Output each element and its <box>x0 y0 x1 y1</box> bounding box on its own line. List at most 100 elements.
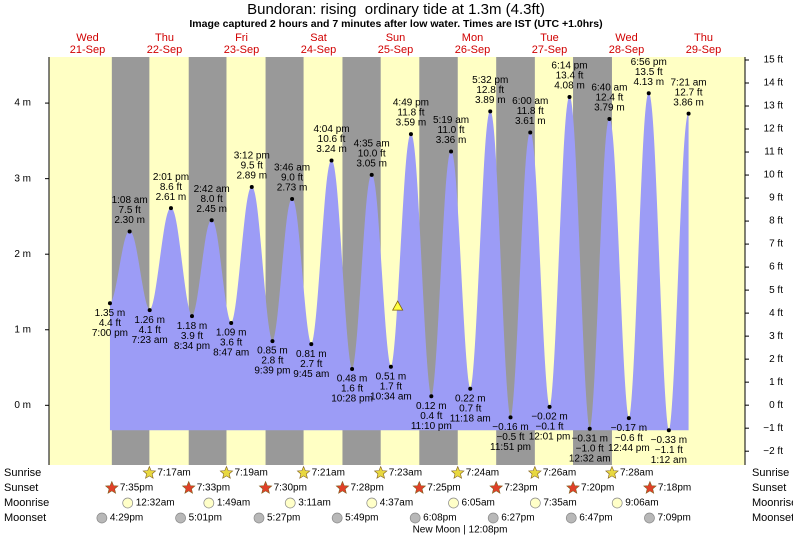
tide-point <box>309 342 314 347</box>
tide-point <box>107 301 112 306</box>
moon-icon <box>96 512 108 524</box>
tide-point <box>290 197 295 202</box>
day-date: 27-Sep <box>532 44 567 56</box>
tide-feet: 10.6 ft <box>318 134 346 145</box>
tide-time: 10:28 pm <box>331 394 373 405</box>
tide-point <box>168 206 173 211</box>
moon-icon <box>487 512 499 524</box>
row-time: 7:28am <box>620 468 653 479</box>
day-date: 26-Sep <box>455 44 490 56</box>
tide-point <box>408 132 413 137</box>
tide-feet: 8.6 ft <box>160 182 182 193</box>
tide-height: 0.22 m <box>455 393 486 404</box>
row-time: 3:11am <box>298 498 331 509</box>
tide-height: 3.89 m <box>475 95 506 106</box>
tide-time: 12:32 am <box>569 453 611 464</box>
y2-tick-label: 8 ft <box>769 216 783 227</box>
sun-icon <box>642 480 657 494</box>
tide-height: 3.36 m <box>436 135 467 146</box>
tide-feet: 3.9 ft <box>181 331 203 342</box>
y2-tick-label: 14 ft <box>764 78 784 89</box>
tide-feet: 3.6 ft <box>220 338 242 349</box>
sun-icon <box>104 480 119 494</box>
tide-point <box>189 314 194 319</box>
tide-time: 9:39 pm <box>254 366 290 377</box>
tide-point <box>587 426 592 431</box>
row-time: 5:27pm <box>267 513 300 524</box>
tide-height: −0.17 m <box>611 423 647 434</box>
sun-icon <box>335 480 350 494</box>
y-tick-label: 3 m <box>14 173 31 184</box>
moon-icon <box>284 497 296 509</box>
tide-height: −0.31 m <box>572 433 608 444</box>
sun-icon <box>450 465 465 479</box>
tide-time: 2:01 pm <box>153 172 189 183</box>
tide-time: 1:08 am <box>112 195 148 206</box>
sun-icon <box>219 465 234 479</box>
moon-icon <box>203 497 215 509</box>
day-date: 28-Sep <box>609 44 644 56</box>
moon-icon <box>529 497 541 509</box>
tide-height: 3.61 m <box>515 116 546 127</box>
tide-point <box>646 91 651 96</box>
row-time: 6:05am <box>462 498 495 509</box>
tide-point <box>626 416 631 421</box>
tide-point <box>270 339 275 344</box>
tide-time: 9:45 am <box>293 369 329 380</box>
y2-tick-label: 3 ft <box>769 331 783 342</box>
day-name: Tue <box>540 32 559 44</box>
moon-phase: New Moon | 12:08pm <box>413 525 508 536</box>
tide-height: −0.33 m <box>651 435 687 446</box>
sun-icon <box>527 465 542 479</box>
tide-time: 8:47 am <box>213 348 249 359</box>
tide-point <box>127 229 132 234</box>
tide-point <box>249 184 254 189</box>
tide-height: 3.86 m <box>673 97 704 108</box>
day-date: 23-Sep <box>224 44 259 56</box>
row-time: 6:08pm <box>423 513 456 524</box>
tide-time: 7:00 pm <box>92 328 128 339</box>
tide-height: 2.89 m <box>236 171 267 182</box>
y2-tick-label: 2 ft <box>769 354 783 365</box>
tide-feet: 9.0 ft <box>281 173 303 184</box>
day-name: Sun <box>386 32 406 44</box>
row-time: 7:24am <box>466 468 499 479</box>
sun-icon <box>296 465 311 479</box>
row-label: Moonrise <box>4 497 49 509</box>
day-date: 29-Sep <box>686 44 721 56</box>
tide-feet: 2.8 ft <box>261 356 283 367</box>
tide-time: 3:46 am <box>274 163 310 174</box>
y2-tick-label: 12 ft <box>764 124 784 135</box>
day-date: 22-Sep <box>147 44 182 56</box>
y2-tick-label: 7 ft <box>769 239 783 250</box>
tide-time: 4:49 pm <box>393 98 429 109</box>
tide-time: 1:12 am <box>651 455 687 466</box>
chart-title: Bundoran: rising ordinary tide at 1.3m (… <box>247 1 545 18</box>
y2-tick-label: 11 ft <box>764 147 783 158</box>
tide-height: 3.59 m <box>396 118 427 129</box>
tide-point <box>449 149 454 154</box>
row-time: 7:19am <box>234 468 267 479</box>
tide-feet: 10.0 ft <box>358 149 386 160</box>
tide-point <box>607 116 612 121</box>
y2-tick-label: 10 ft <box>764 170 784 181</box>
tide-time: 6:00 am <box>512 96 548 107</box>
tide-feet: 13.4 ft <box>556 71 584 82</box>
tide-height: 2.73 m <box>277 183 308 194</box>
y2-tick-label: 1 ft <box>769 377 783 388</box>
moon-icon <box>409 512 421 524</box>
moon-icon <box>366 497 378 509</box>
row-time: 7:17am <box>157 468 190 479</box>
day-name: Thu <box>694 32 713 44</box>
tide-time: 12:01 pm <box>529 431 571 442</box>
tide-point <box>686 111 691 116</box>
tide-point <box>388 364 393 369</box>
tide-area <box>109 93 689 431</box>
tide-feet: −0.6 ft <box>615 433 643 444</box>
y2-tick-label: 13 ft <box>764 101 784 112</box>
tide-height: 1.26 m <box>134 315 165 326</box>
tide-height: 0.12 m <box>416 401 447 412</box>
sun-icon <box>181 480 196 494</box>
row-time: 7:28pm <box>350 483 383 494</box>
tide-height: 2.45 m <box>196 204 227 215</box>
